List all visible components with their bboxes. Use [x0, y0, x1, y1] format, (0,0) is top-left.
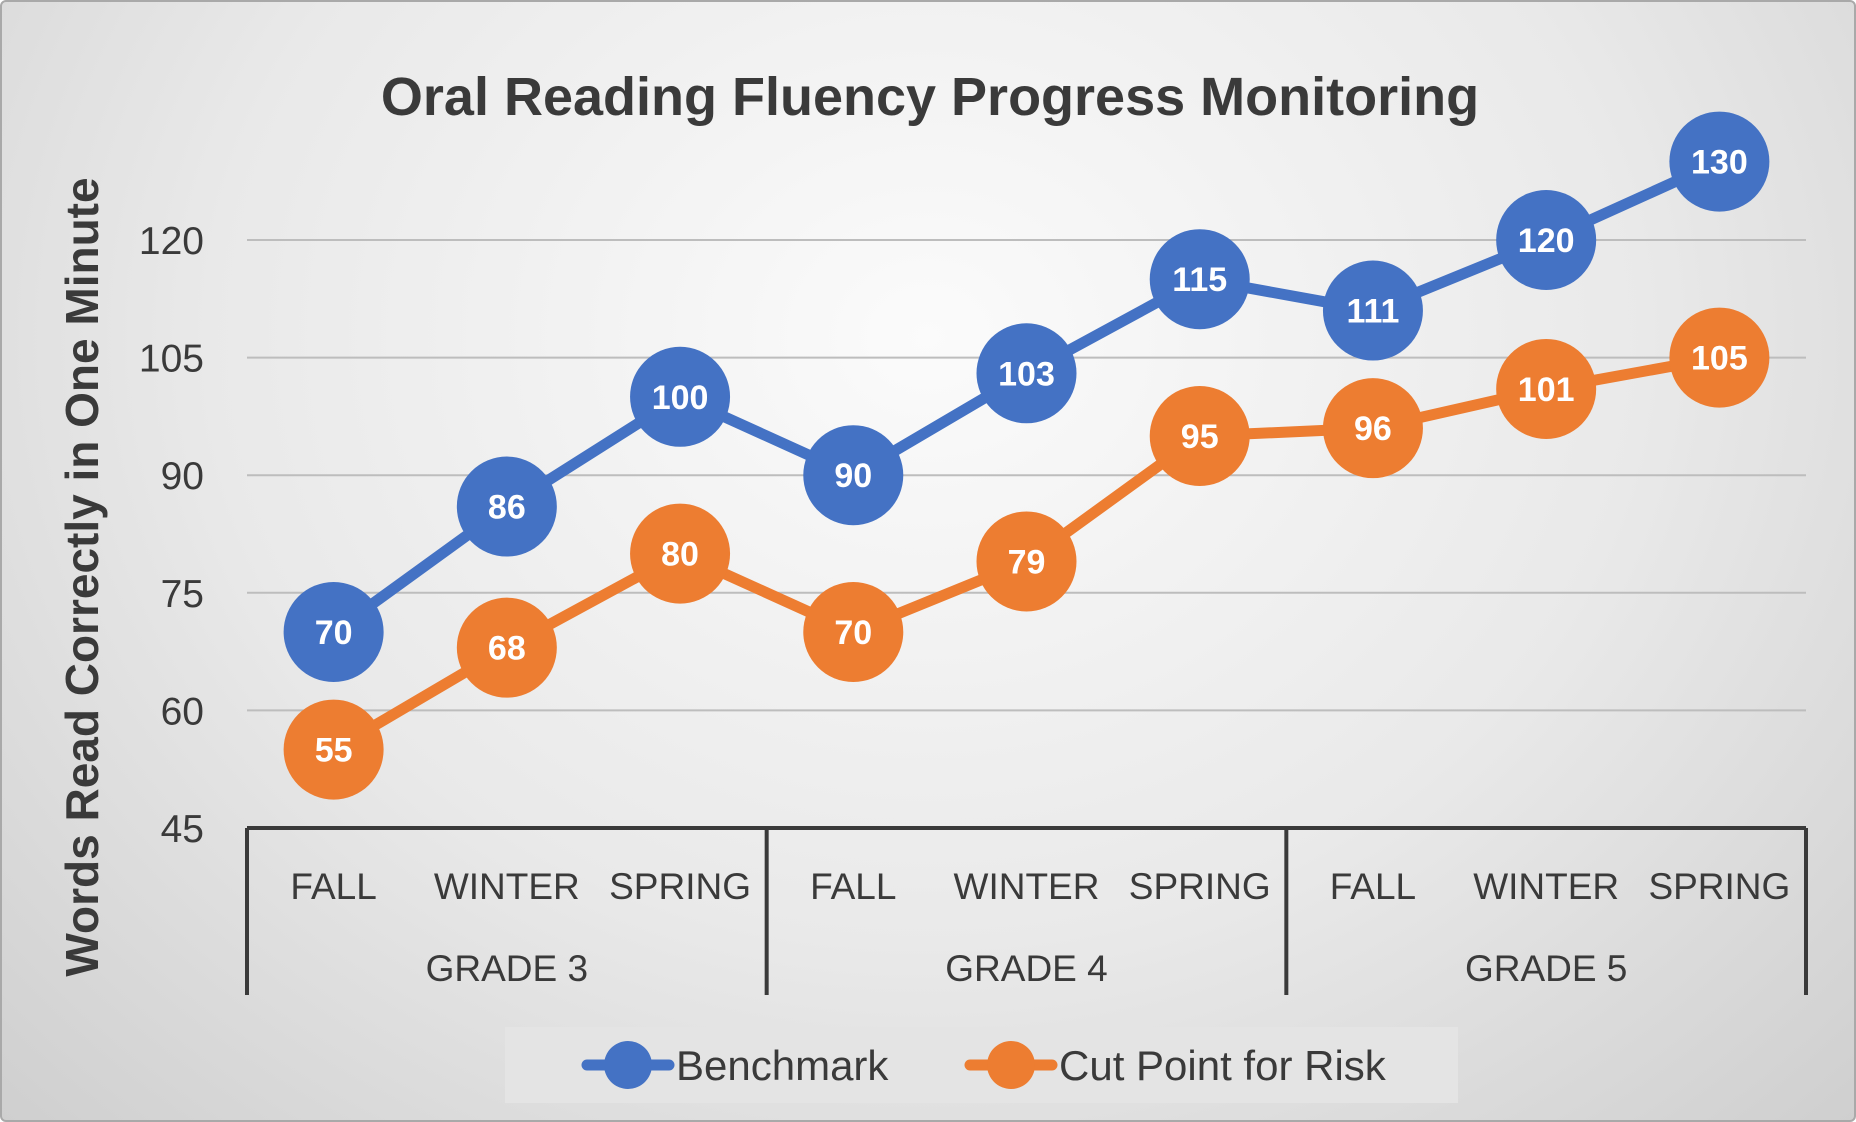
data-point-marker: [630, 503, 731, 604]
data-point-marker: [456, 597, 557, 698]
data-point-marker: [1322, 378, 1423, 479]
chart-title: Oral Reading Fluency Progress Monitoring: [381, 67, 1479, 127]
data-label: 68: [488, 630, 526, 668]
data-point-marker: [1149, 229, 1250, 330]
legend-label-1: Benchmark: [676, 1042, 889, 1089]
data-point-marker: [976, 323, 1077, 424]
data-point-marker: [283, 699, 384, 800]
data-point-marker: [283, 582, 384, 682]
data-point-marker: [803, 425, 904, 526]
legend-label-2: Cut Point for Risk: [1059, 1042, 1387, 1089]
data-label: 130: [1691, 144, 1748, 182]
group-label: GRADE 3: [426, 948, 588, 989]
y-tick-label: 75: [161, 573, 204, 616]
data-point-marker: [630, 346, 731, 447]
data-label: 70: [315, 614, 353, 652]
x-tick-label: WINTER: [434, 866, 580, 907]
data-label: 101: [1518, 371, 1575, 409]
data-point-marker: [1669, 111, 1770, 212]
legend-marker-1: [604, 1041, 652, 1089]
x-tick-label: WINTER: [1473, 866, 1619, 907]
data-point-marker: [1496, 190, 1597, 290]
group-label: GRADE 4: [945, 948, 1107, 989]
data-point-marker: [1322, 260, 1423, 361]
x-tick-label: FALL: [810, 866, 896, 907]
data-label: 96: [1354, 410, 1392, 448]
data-label: 120: [1518, 222, 1575, 260]
legend-marker-2: [987, 1041, 1035, 1089]
x-tick-label: SPRING: [1129, 866, 1271, 907]
y-tick-label: 60: [161, 690, 204, 733]
y-tick-label: 105: [139, 338, 204, 381]
series-layer: 70 86 100 90 103 115 111 120 130 55 68 80 70 79 95 96 10…: [283, 111, 1770, 800]
data-label: 55: [315, 732, 353, 770]
data-label: 95: [1181, 418, 1219, 456]
data-point-marker: [803, 582, 904, 682]
data-point-marker: [456, 456, 557, 557]
data-label: 111: [1346, 293, 1399, 331]
x-tick-label: FALL: [290, 866, 376, 907]
data-label: 70: [834, 614, 872, 652]
group-label: GRADE 5: [1465, 948, 1627, 989]
data-point-marker: [976, 511, 1077, 612]
x-tick-label: SPRING: [609, 866, 751, 907]
data-point-marker: [1669, 307, 1770, 408]
y-axis-label: Words Read Correctly in One Minute: [56, 177, 108, 976]
data-label: 100: [652, 379, 709, 417]
y-tick-label: 90: [161, 455, 204, 498]
data-label: 103: [998, 355, 1055, 393]
legend: Benchmark Cut Point for Risk: [505, 1027, 1458, 1103]
data-label: 90: [834, 457, 872, 495]
x-tick-label: WINTER: [954, 866, 1100, 907]
y-tick-label: 120: [139, 220, 204, 263]
data-point-marker: [1149, 386, 1250, 486]
data-label: 79: [1008, 543, 1046, 581]
data-label: 105: [1691, 340, 1748, 378]
data-label: 115: [1172, 261, 1227, 299]
y-tick-label: 45: [161, 808, 204, 851]
data-point-marker: [1496, 338, 1597, 439]
x-tick-label: FALL: [1330, 866, 1416, 907]
x-tick-label: SPRING: [1648, 866, 1790, 907]
data-label: 80: [661, 536, 699, 574]
data-label: 86: [488, 489, 526, 527]
axis-layer: 45 60 75 90 105 120 GRADE 3 GRADE 4 GRADE 5 FALL W…: [139, 220, 1808, 995]
